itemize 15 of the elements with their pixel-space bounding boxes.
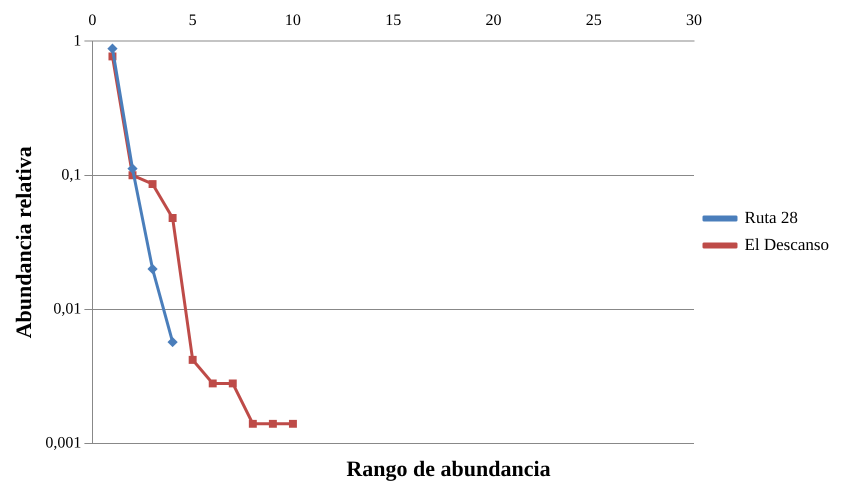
y-tick-label: 0,01 [53, 300, 82, 318]
y-tick-label: 0,001 [45, 434, 82, 452]
y-axis-title: Abundancia relativa [10, 146, 36, 338]
x-tick-label: 0 [88, 12, 96, 29]
legend-label: El Descanso [744, 234, 830, 254]
y-tick-label: 0,1 [61, 166, 82, 184]
y-tick-label: 1 [73, 32, 82, 50]
x-tick-label: 30 [686, 12, 702, 29]
x-tick-label: 10 [284, 12, 301, 29]
x-tick-label: 5 [188, 12, 197, 29]
x-tick-label: 25 [586, 12, 602, 29]
x-tick-label: 20 [485, 12, 502, 29]
legend-label: Ruta 28 [744, 208, 798, 227]
x-axis-title: Rango de abundancia [345, 456, 552, 482]
x-tick-label: 15 [385, 12, 402, 29]
